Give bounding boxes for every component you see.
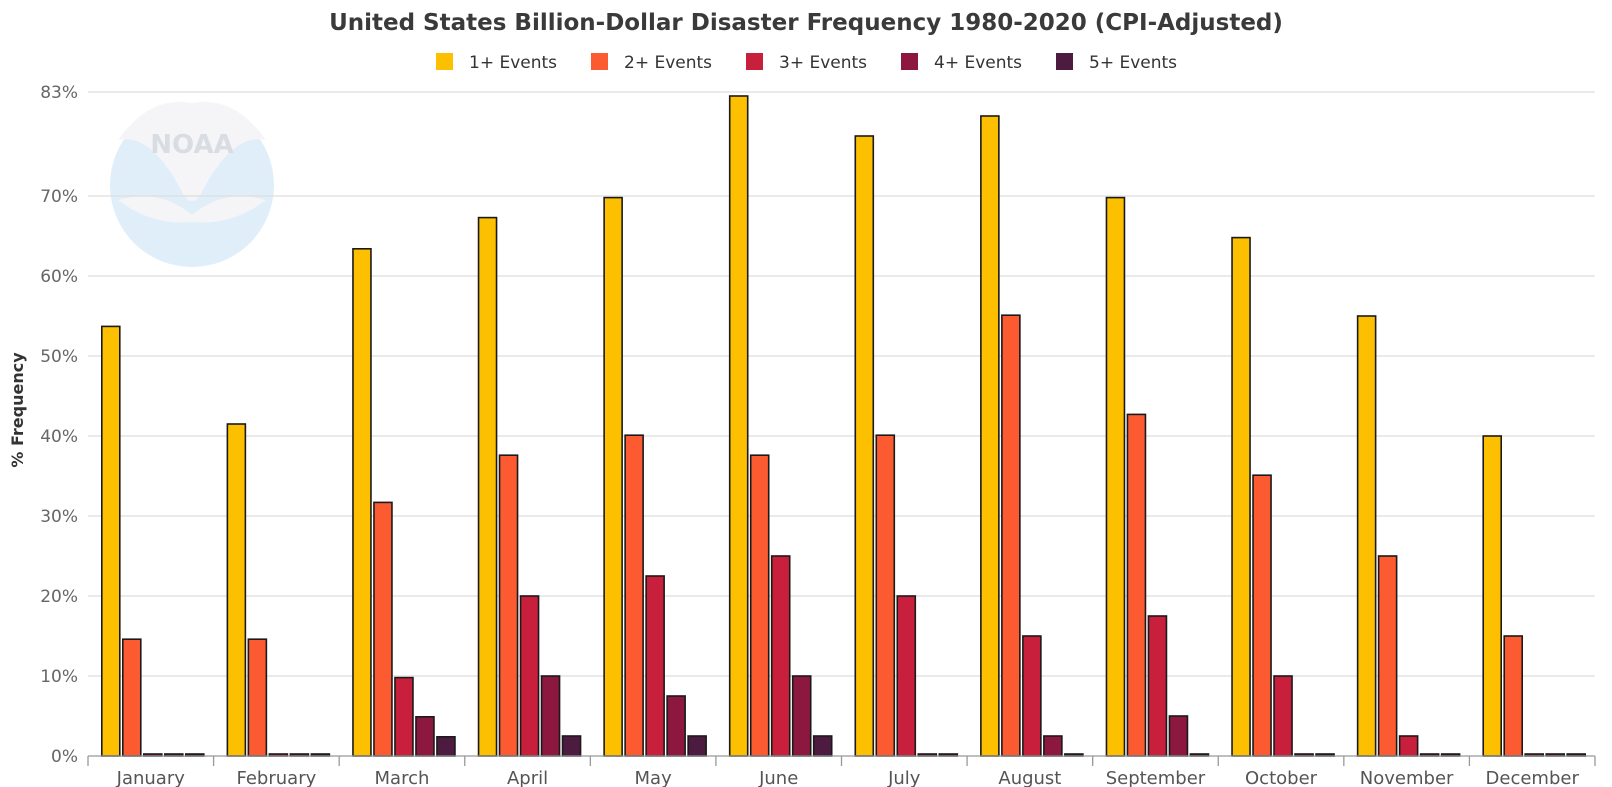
bar[interactable] <box>352 248 372 757</box>
bar[interactable] <box>100 325 121 757</box>
legend-swatch <box>591 53 608 70</box>
legend-swatch <box>901 53 918 70</box>
legend-label: 5+ Events <box>1089 53 1177 73</box>
legend-label: 2+ Events <box>624 53 712 73</box>
y-tick-label: 0% <box>51 747 78 767</box>
bar[interactable] <box>561 735 582 757</box>
legend-item[interactable]: 1+ Events <box>436 53 557 73</box>
y-tick-label: 10% <box>40 667 78 687</box>
bar[interactable] <box>121 638 142 757</box>
bar[interactable] <box>1273 675 1293 757</box>
x-tick-label: July <box>887 768 921 787</box>
y-axis-title: % Frequency <box>8 352 27 468</box>
bar[interactable] <box>687 735 707 757</box>
bar[interactable] <box>1043 735 1063 757</box>
bar[interactable] <box>1377 555 1398 757</box>
x-tick-label: January <box>116 768 186 787</box>
bar[interactable] <box>226 423 247 757</box>
x-tick-label: October <box>1245 768 1318 787</box>
bar[interactable] <box>812 735 833 757</box>
x-tick-label: August <box>998 768 1061 787</box>
legend-item[interactable]: 4+ Events <box>901 53 1022 73</box>
y-tick-label: 83% <box>40 83 78 103</box>
y-tick-label: 60% <box>40 267 78 287</box>
bar[interactable] <box>896 595 917 757</box>
bar[interactable] <box>540 675 561 757</box>
bar[interactable] <box>791 675 812 757</box>
bar[interactable] <box>666 695 686 757</box>
y-axis-ticks: 0% 10% 20% 30% 40% 50% 60% 70% 83% <box>40 83 78 767</box>
x-tick-label: May <box>635 768 673 787</box>
y-tick-label: 50% <box>40 347 78 367</box>
x-tick-label: April <box>507 768 548 787</box>
legend-label: 3+ Events <box>779 53 867 73</box>
bar[interactable] <box>624 434 644 757</box>
legend-swatch <box>436 53 453 70</box>
bar[interactable] <box>1503 635 1524 757</box>
bar[interactable] <box>645 575 665 757</box>
legend-swatch <box>746 53 763 70</box>
x-tick-label: February <box>236 768 316 787</box>
bar[interactable] <box>1022 635 1042 757</box>
noaa-logo-watermark: NOAA <box>110 101 274 267</box>
bar[interactable] <box>498 454 519 757</box>
legend-item[interactable]: 2+ Events <box>591 53 712 73</box>
bar[interactable] <box>603 196 623 757</box>
bar[interactable] <box>477 216 498 757</box>
bar[interactable] <box>1126 413 1147 757</box>
bar[interactable] <box>1168 715 1189 757</box>
bar[interactable] <box>1001 314 1021 757</box>
bar[interactable] <box>1252 474 1272 757</box>
bar[interactable] <box>875 434 896 757</box>
legend-label: 4+ Events <box>934 53 1022 73</box>
grid <box>88 91 1595 677</box>
legend[interactable]: 1+ Events 2+ Events 3+ Events 4+ Events 5+ E… <box>436 53 1177 73</box>
bar[interactable] <box>373 501 393 757</box>
bar[interactable] <box>728 95 749 757</box>
y-tick-label: 70% <box>40 187 78 207</box>
chart-title: United States Billion-Dollar Disaster Fr… <box>329 10 1283 36</box>
bar[interactable] <box>1398 735 1419 757</box>
legend-item[interactable]: 3+ Events <box>746 53 867 73</box>
noaa-logo-text: NOAA <box>150 130 233 160</box>
legend-swatch <box>1056 53 1073 70</box>
bars <box>100 95 1587 757</box>
y-tick-label: 40% <box>40 427 78 447</box>
bar[interactable] <box>1105 196 1126 757</box>
bar[interactable] <box>415 715 435 757</box>
bar[interactable] <box>980 115 1000 757</box>
bar[interactable] <box>770 555 791 757</box>
x-tick-label: December <box>1486 768 1580 787</box>
y-tick-label: 20% <box>40 587 78 607</box>
bar[interactable] <box>1482 435 1503 757</box>
legend-label: 1+ Events <box>469 53 557 73</box>
bar[interactable] <box>854 135 875 757</box>
bar[interactable] <box>1356 315 1377 757</box>
bar[interactable] <box>1231 236 1251 757</box>
y-tick-label: 30% <box>40 507 78 527</box>
x-tick-label: March <box>375 768 430 787</box>
bar[interactable] <box>247 638 268 757</box>
bar[interactable] <box>436 735 456 757</box>
legend-item[interactable]: 5+ Events <box>1056 53 1177 73</box>
bar[interactable] <box>394 676 414 757</box>
x-tick-label: September <box>1106 768 1206 787</box>
x-tick-label: November <box>1360 768 1454 787</box>
bar[interactable] <box>519 595 540 757</box>
bar[interactable] <box>1147 615 1168 757</box>
x-tick-label: June <box>758 768 798 787</box>
bar[interactable] <box>749 454 770 757</box>
x-axis: January February March April May June July Augu… <box>87 755 1596 787</box>
